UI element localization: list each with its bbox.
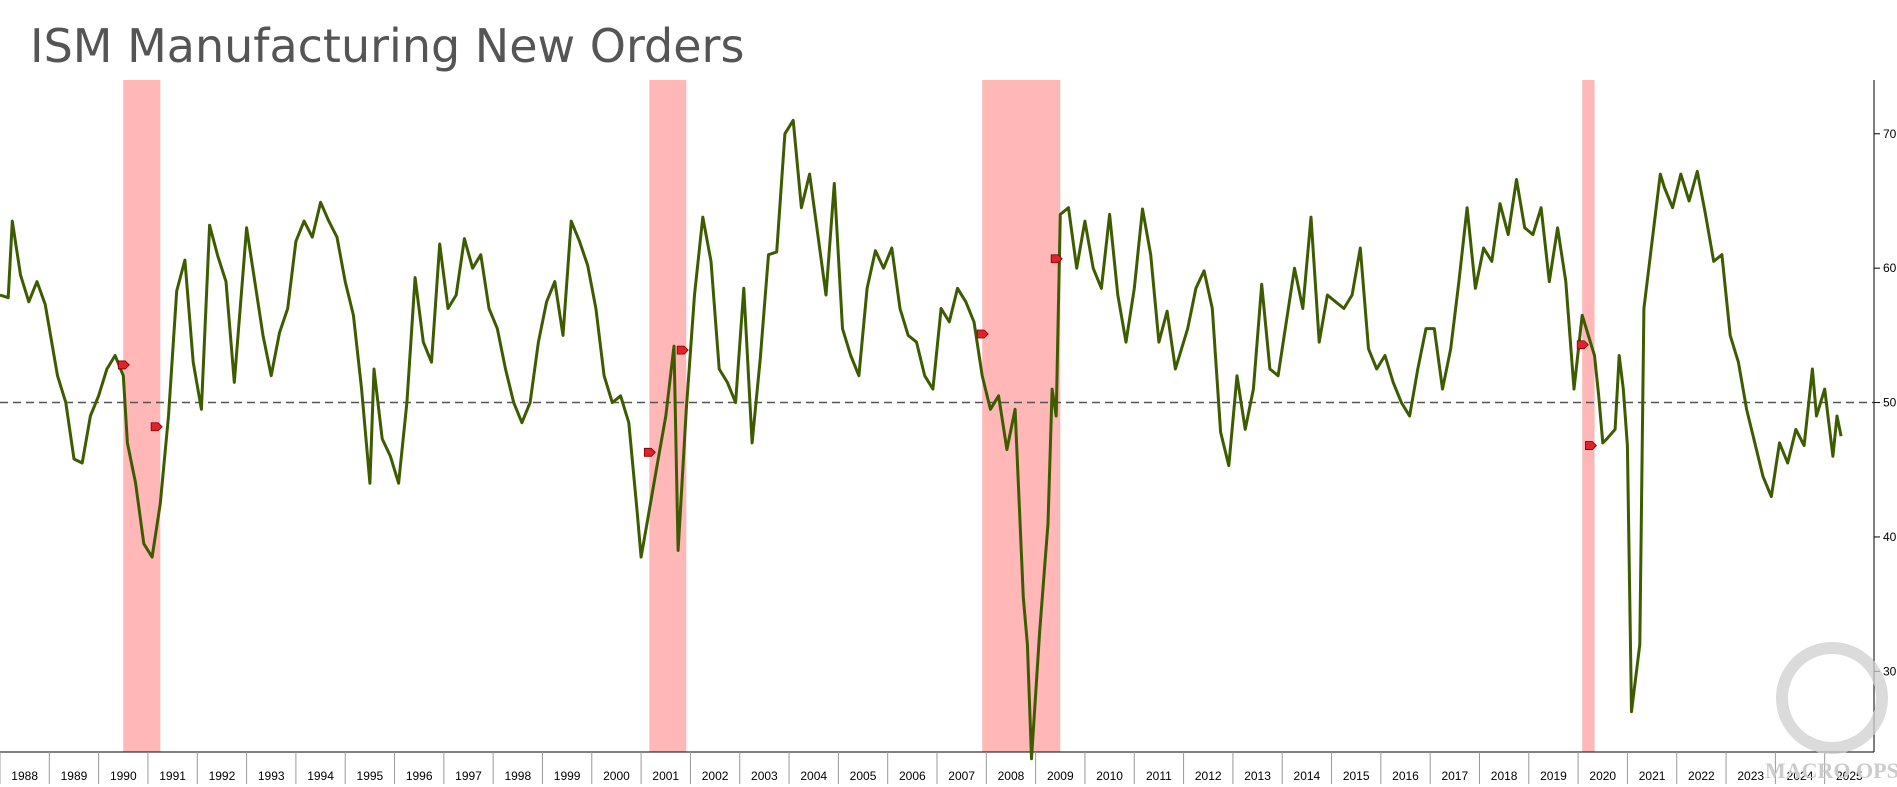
x-tick-label: 1988 [11, 769, 38, 783]
x-tick-label: 1991 [159, 769, 186, 783]
x-tick-label: 2018 [1491, 769, 1518, 783]
x-tick-label: 1997 [455, 769, 482, 783]
x-tick-label: 1995 [357, 769, 384, 783]
x-tick-label: 2020 [1589, 769, 1616, 783]
x-tick-label: 2012 [1195, 769, 1222, 783]
x-tick-label: 2021 [1639, 769, 1666, 783]
x-tick-label: 2008 [998, 769, 1025, 783]
x-tick-label: 1999 [554, 769, 581, 783]
x-tick-label: 1989 [61, 769, 88, 783]
x-tick-label: 2013 [1244, 769, 1271, 783]
recession-marker [1585, 441, 1597, 450]
y-tick-label: 70 [1883, 127, 1897, 141]
y-tick-label: 30 [1883, 664, 1897, 678]
recession-marker [117, 360, 130, 370]
x-tick-label: 2010 [1096, 769, 1123, 783]
x-tick-label: 2006 [899, 769, 926, 783]
recession-band [1582, 80, 1595, 752]
recession-marker [1576, 340, 1589, 350]
recession-band [123, 80, 161, 752]
x-tick-label: 2023 [1737, 769, 1764, 783]
x-tick-label: 1990 [110, 769, 137, 783]
watermark-circle [1776, 642, 1888, 754]
series-line [0, 118, 1843, 761]
x-tick-label: 2017 [1441, 769, 1468, 783]
x-axis: 1988 1989 1990 1991 1992 1993 1994 1995 1996 1997… [0, 751, 1874, 784]
x-tick-label: 2019 [1540, 769, 1567, 783]
recession-marker [976, 329, 989, 339]
x-tick-label: 1993 [258, 769, 285, 783]
recession-marker [676, 345, 689, 355]
recession-bands [123, 80, 1595, 752]
y-tick-label: 50 [1883, 396, 1897, 410]
y-tick-label: 40 [1883, 530, 1897, 544]
x-tick-label: 2016 [1392, 769, 1419, 783]
x-tick-label: 2024 [1787, 769, 1814, 783]
recession-band [649, 80, 687, 752]
x-tick-label: 2015 [1343, 769, 1370, 783]
recession-marker [643, 447, 656, 457]
recession-marker [1050, 254, 1063, 264]
chart-title: ISM Manufacturing New Orders [30, 19, 744, 73]
x-tick-label: 2003 [751, 769, 778, 783]
x-tick-label: 2009 [1047, 769, 1074, 783]
x-tick-label: 2007 [948, 769, 975, 783]
x-tick-label: 1992 [209, 769, 236, 783]
watermark-logo: MACRO OPS [1765, 642, 1897, 783]
x-tick-label: 2000 [603, 769, 630, 783]
recession-markers [117, 254, 1597, 457]
x-tick-label: 1998 [504, 769, 531, 783]
x-tick-label: 1996 [406, 769, 433, 783]
x-tick-label: 2011 [1146, 769, 1172, 783]
x-tick-label: 2014 [1294, 769, 1321, 783]
x-tick-label: 2002 [702, 769, 729, 783]
y-axis: 30 40 50 60 70 [0, 80, 1897, 752]
recession-marker [150, 422, 163, 432]
x-tick-label: 2005 [850, 769, 877, 783]
x-tick-label: 2022 [1688, 769, 1715, 783]
recession-band [982, 80, 1061, 752]
x-tick-label: 1994 [307, 769, 334, 783]
y-tick-label: 60 [1883, 261, 1897, 275]
watermark-text: MACRO OPS [1765, 758, 1897, 783]
x-tick-label: 2004 [800, 769, 827, 783]
x-tick-label: 2025 [1836, 769, 1863, 783]
x-tick-label: 2001 [652, 769, 679, 783]
